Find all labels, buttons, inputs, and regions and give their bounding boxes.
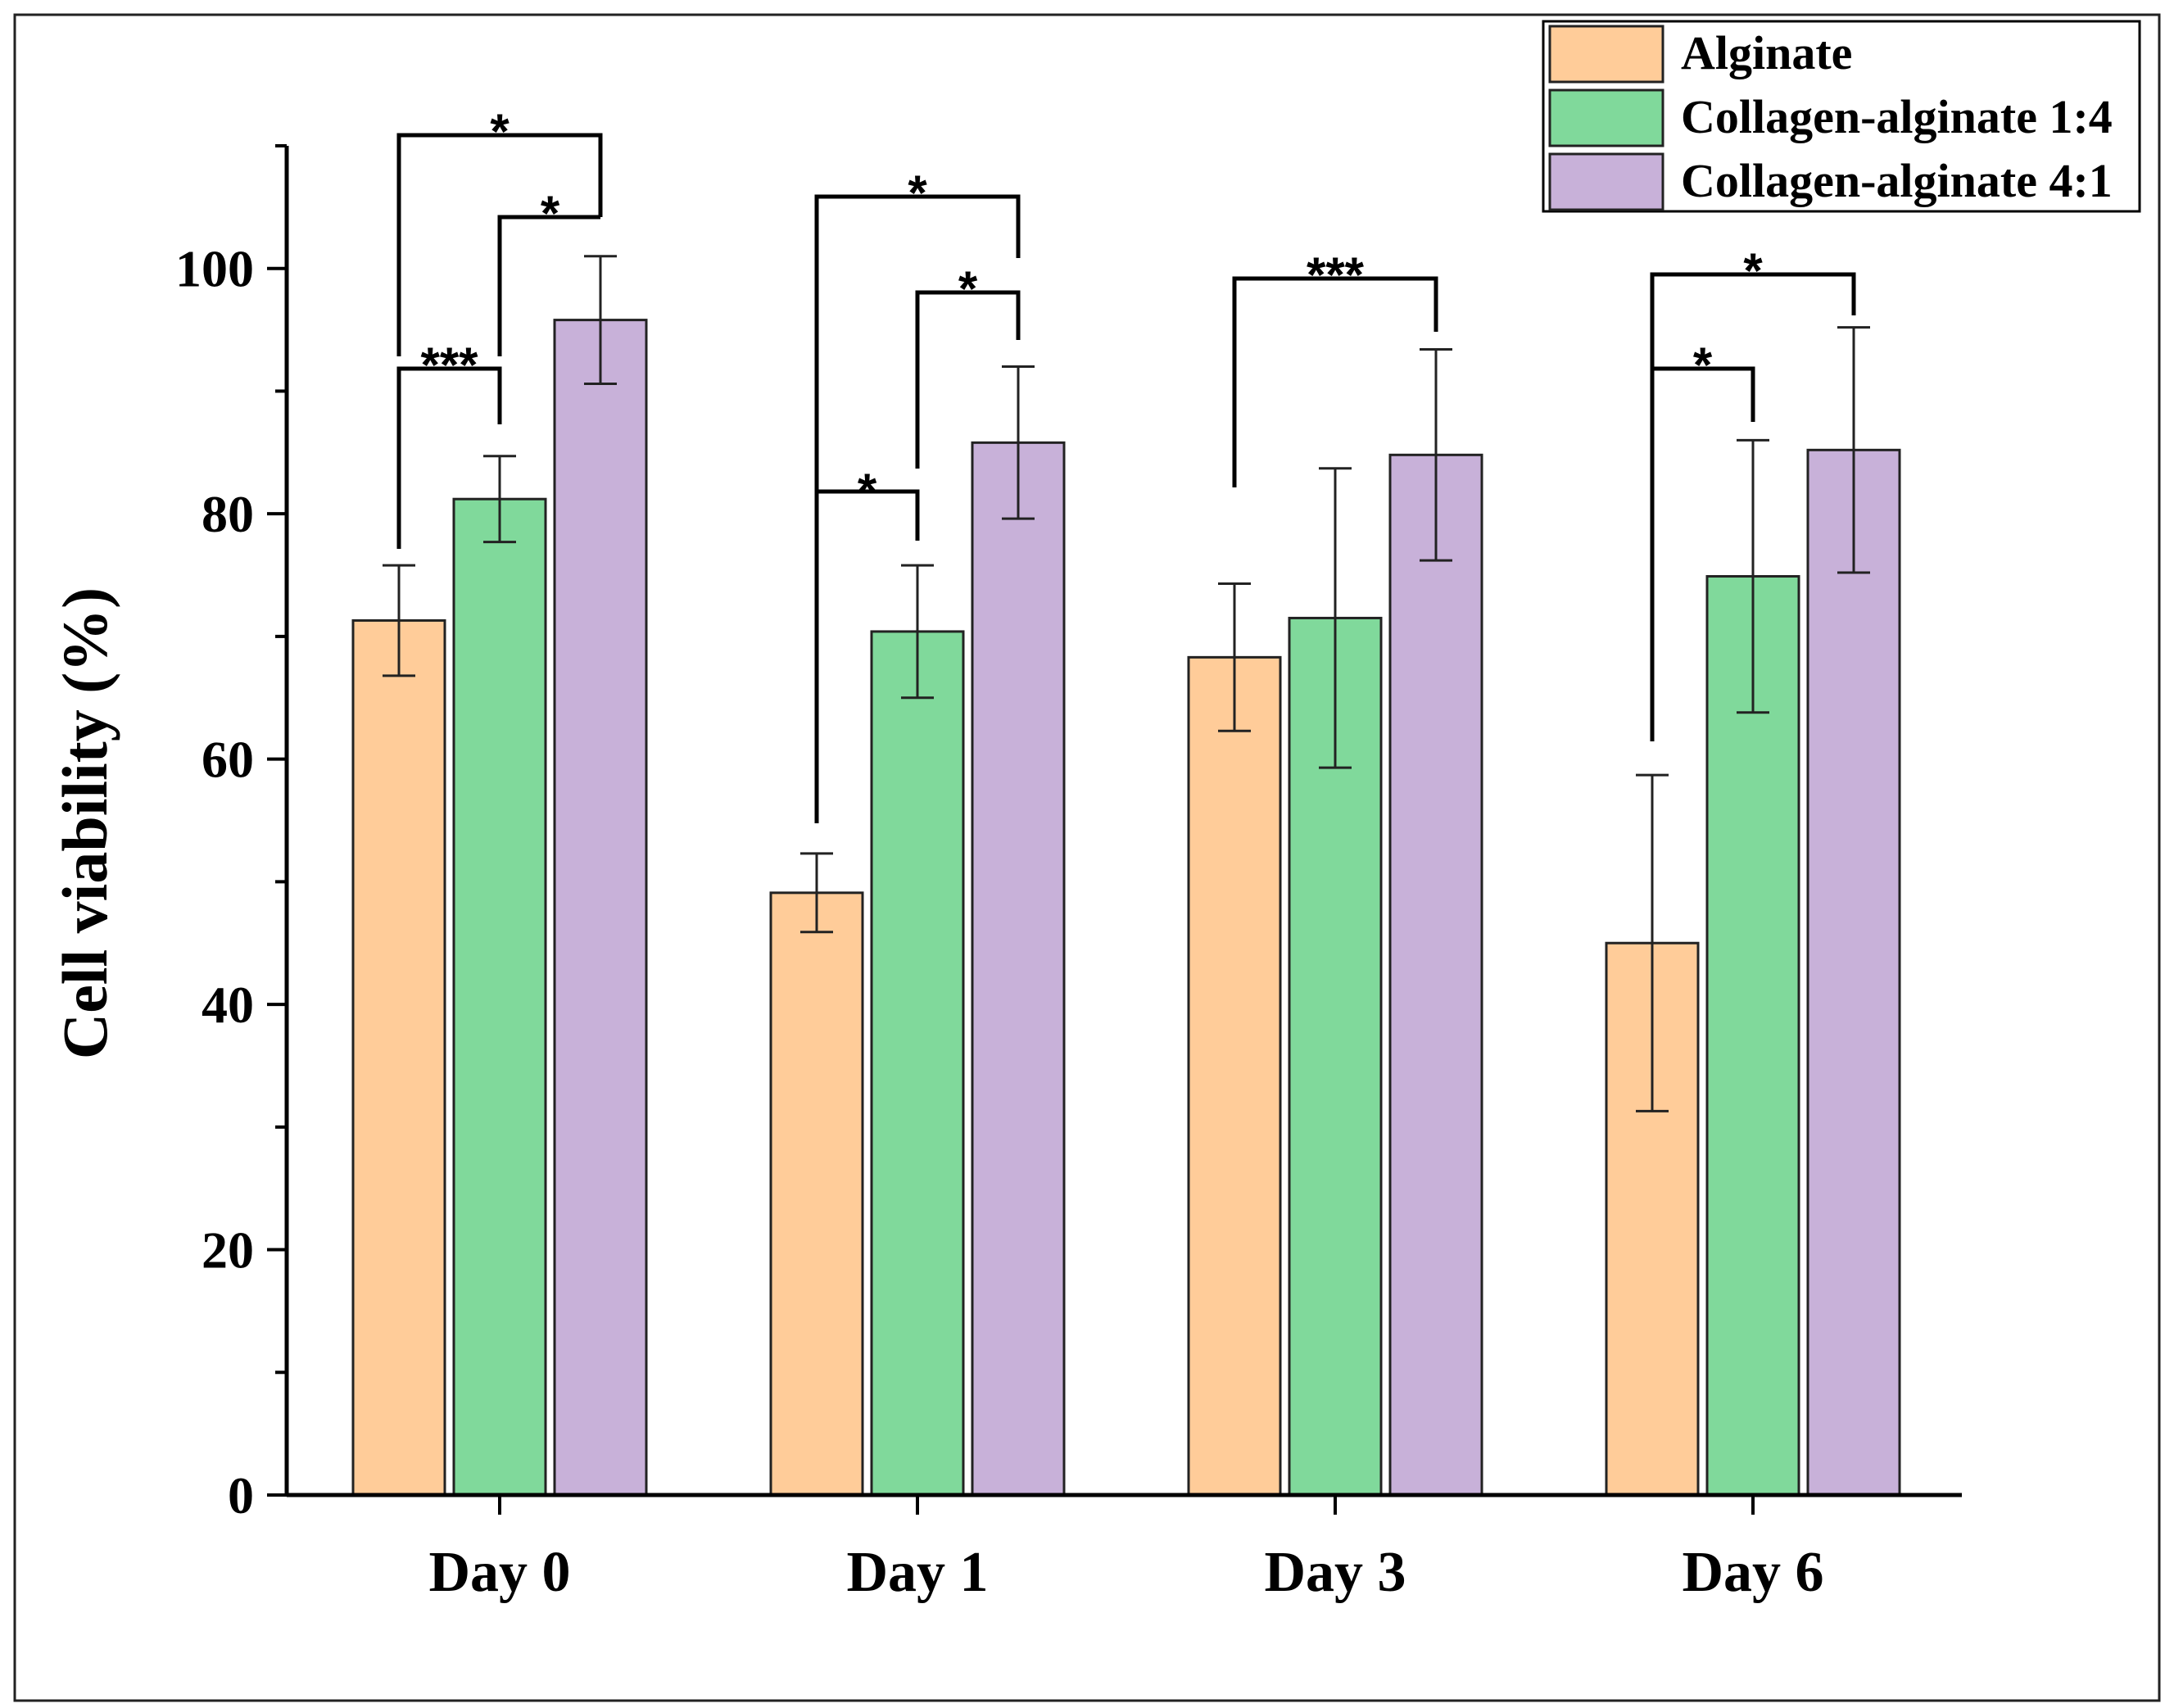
significance-label: * — [858, 464, 877, 519]
significance-label: * — [490, 104, 510, 159]
legend-swatch-2 — [1548, 152, 1664, 211]
error-bars-layer — [383, 255, 1870, 1112]
significance-label: * — [908, 165, 927, 220]
x-tick-label: Day 1 — [846, 1541, 988, 1604]
significance-bracket — [1650, 272, 1856, 741]
bar-1-0 — [452, 497, 547, 1497]
bar-2-1 — [971, 441, 1066, 1497]
y-tick-label: 40 — [202, 976, 254, 1034]
bar-1-3 — [1705, 575, 1800, 1497]
legend-swatch-0 — [1548, 25, 1664, 84]
bar-2-3 — [1806, 448, 1901, 1497]
x-tick-label: Day 3 — [1264, 1541, 1406, 1604]
legend-label-2: Collagen-alginate 4:1 — [1681, 154, 2113, 207]
significance-bracket — [396, 366, 502, 549]
significance-label: * — [1693, 338, 1713, 392]
y-tick-label: 0 — [228, 1466, 254, 1525]
bar-0-0 — [351, 618, 446, 1497]
y-tick-label: 100 — [175, 240, 254, 298]
significance-bracket — [1232, 276, 1438, 487]
axes-layer: 0 20 40 60 80 100 Day 0 Day 1 Day 3 Day 6 — [175, 144, 1962, 1604]
legend-swatch-1 — [1548, 88, 1664, 147]
significance-bracket — [497, 215, 600, 356]
x-tick-label: Day 0 — [428, 1541, 570, 1604]
legend-label-0: Alginate — [1681, 26, 1852, 79]
y-axis-label: Cell viability (%) — [49, 587, 120, 1059]
bar-2-2 — [1388, 453, 1483, 1497]
significance-bracket — [396, 133, 603, 356]
y-tick-label: 20 — [202, 1221, 254, 1280]
y-tick-label: 80 — [202, 485, 254, 543]
significance-bracket — [814, 194, 1021, 791]
y-tick-label: 60 — [202, 731, 254, 789]
bar-0-1 — [769, 891, 864, 1497]
significance-label: *** — [420, 338, 478, 392]
bar-0-2 — [1187, 655, 1282, 1497]
legend-label-1: Collagen-alginate 1:4 — [1681, 90, 2113, 143]
figure-border — [13, 13, 2161, 1702]
bar-1-1 — [870, 630, 965, 1497]
x-tick-label: Day 6 — [1682, 1541, 1823, 1604]
significance-bracket — [915, 290, 1021, 469]
bar-2-0 — [553, 319, 648, 1497]
significance-layer: ************* — [396, 104, 1856, 823]
legend: Alginate Collagen-alginate 1:4 Collagen-al… — [1542, 20, 2141, 213]
significance-label: * — [1743, 243, 1763, 298]
bars-layer — [351, 319, 1901, 1497]
significance-label: * — [958, 261, 978, 316]
significance-label: * — [541, 186, 560, 241]
significance-label: *** — [1307, 247, 1365, 302]
